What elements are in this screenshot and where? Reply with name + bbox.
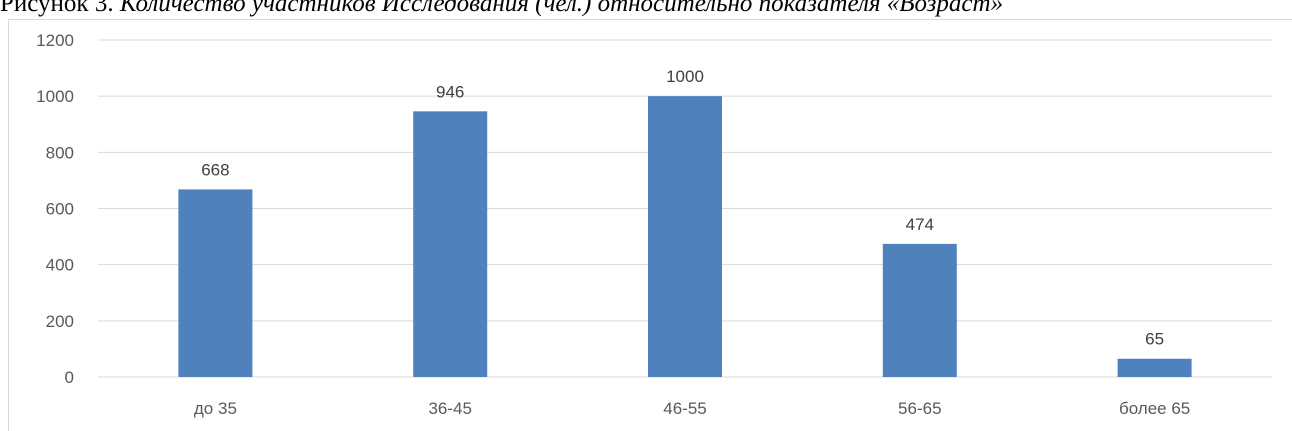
- x-category-label: 36-45: [428, 399, 471, 418]
- bar: [1117, 358, 1192, 377]
- y-tick-label: 400: [46, 256, 74, 275]
- data-label: 946: [436, 82, 464, 101]
- bar: [178, 189, 253, 377]
- y-tick-label: 0: [65, 368, 74, 387]
- x-category-label: более 65: [1119, 399, 1190, 418]
- data-label: 668: [201, 160, 229, 179]
- figure-caption-text: Количество участников Исследования (чел.…: [119, 0, 1004, 17]
- bar: [648, 96, 722, 378]
- bar: [882, 243, 957, 377]
- y-tick-label: 1200: [36, 31, 74, 50]
- figure-caption-label: Рисунок 3.: [0, 0, 114, 17]
- figure-caption: Рисунок 3. Количество участников Исследо…: [0, 0, 1292, 18]
- data-label: 65: [1145, 330, 1164, 349]
- bar: [413, 111, 488, 377]
- x-category-label: 56-65: [898, 399, 941, 418]
- data-label: 474: [906, 215, 934, 234]
- y-tick-label: 600: [46, 200, 74, 219]
- y-tick-label: 200: [46, 312, 74, 331]
- x-category-label: 46-55: [663, 399, 706, 418]
- chart-frame: [8, 19, 1292, 431]
- y-tick-label: 1000: [36, 87, 74, 106]
- x-category-label: до 35: [194, 399, 237, 418]
- y-tick-label: 800: [46, 143, 74, 162]
- data-label: 1000: [666, 67, 704, 86]
